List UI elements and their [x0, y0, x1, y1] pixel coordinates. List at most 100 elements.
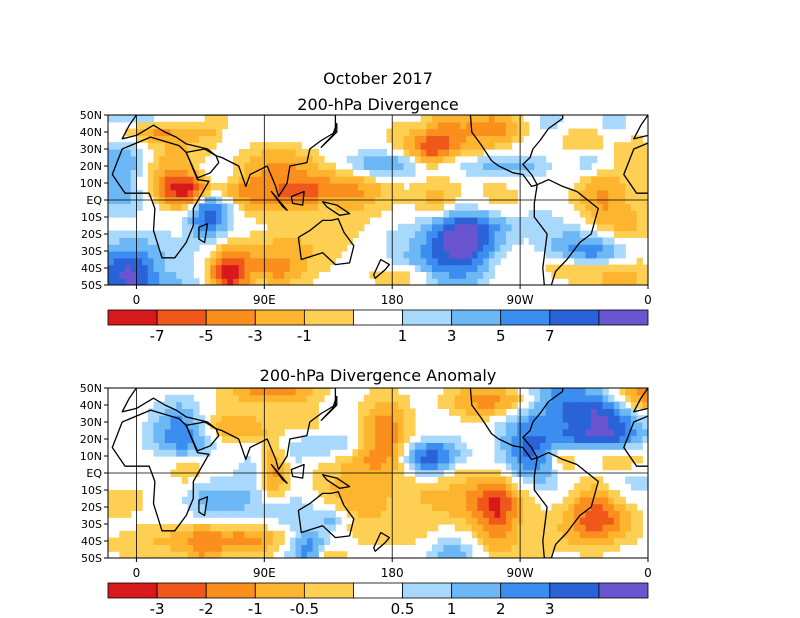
field-cell	[267, 551, 274, 558]
field-cell	[568, 496, 575, 505]
field-cell	[488, 257, 496, 266]
field-cell	[255, 176, 263, 184]
field-cell	[471, 476, 479, 484]
field-cell	[227, 496, 234, 505]
field-cell	[545, 394, 552, 403]
field-cell	[147, 142, 155, 150]
field-cell	[454, 537, 462, 545]
field-cell	[267, 503, 274, 511]
field-cell	[619, 456, 626, 464]
field-cell	[233, 551, 240, 558]
field-cell	[619, 251, 626, 259]
field-cell	[596, 278, 604, 285]
field-cell	[130, 496, 138, 505]
field-cell	[210, 490, 217, 498]
field-cell	[119, 176, 126, 184]
field-cell	[562, 415, 570, 423]
field-cell	[477, 230, 484, 238]
field-cell	[534, 476, 541, 484]
field-cell	[193, 217, 200, 225]
field-cell	[170, 237, 177, 245]
field-cell	[306, 551, 314, 558]
field-cell	[460, 490, 467, 498]
field-cell	[500, 183, 507, 191]
field-cell	[187, 449, 194, 457]
field-cell	[380, 415, 388, 423]
field-cell	[545, 401, 552, 409]
field-cell	[227, 257, 234, 266]
field-cell	[221, 415, 228, 423]
field-cell	[369, 155, 376, 164]
field-cell	[312, 415, 319, 423]
field-cell	[545, 237, 552, 245]
field-cell	[574, 422, 581, 430]
field-cell	[437, 115, 444, 123]
field-cell	[289, 217, 297, 225]
field-cell	[346, 462, 354, 471]
field-cell	[198, 483, 206, 491]
field-cell	[414, 189, 422, 198]
field-cell	[483, 544, 490, 552]
field-cell	[534, 537, 541, 545]
field-cell	[613, 169, 621, 177]
field-cell	[187, 189, 194, 198]
field-cell	[210, 142, 217, 150]
field-cell	[153, 442, 160, 450]
field-cell	[147, 244, 155, 252]
field-cell	[363, 449, 371, 457]
field-cell	[352, 510, 359, 518]
field-cell	[221, 483, 228, 491]
field-cell	[272, 422, 280, 430]
field-cell	[642, 183, 648, 191]
field-cell	[613, 537, 621, 545]
field-cell	[630, 230, 638, 238]
field-cell	[454, 210, 462, 218]
field-cell	[540, 524, 547, 532]
field-cell	[466, 230, 473, 238]
field-cell	[494, 510, 501, 518]
field-cell	[460, 456, 467, 464]
field-cell	[432, 183, 439, 191]
lon-tick-label: 0	[133, 293, 141, 307]
field-cell	[432, 264, 439, 272]
field-cell	[619, 210, 626, 218]
field-cell	[585, 428, 592, 437]
field-cell	[227, 483, 234, 491]
field-cell	[426, 121, 433, 130]
field-cell	[443, 388, 450, 396]
field-cell	[130, 183, 138, 191]
field-cell	[602, 244, 609, 252]
field-cell	[130, 530, 138, 539]
field-cell	[454, 203, 462, 211]
field-cell	[187, 183, 194, 191]
field-cell	[613, 278, 621, 285]
field-cell	[460, 162, 467, 170]
field-cell	[244, 524, 251, 532]
field-cell	[113, 210, 120, 218]
field-cell	[426, 223, 433, 232]
field-cell	[500, 142, 507, 150]
field-cell	[488, 115, 496, 123]
field-cell	[403, 517, 410, 525]
field-cell	[437, 483, 444, 491]
field-cell	[130, 203, 138, 211]
field-cell	[238, 257, 246, 266]
field-cell	[363, 462, 371, 471]
field-cell	[528, 408, 535, 416]
field-cell	[119, 496, 126, 505]
field-cell	[216, 408, 223, 416]
field-cell	[227, 264, 234, 272]
field-cell	[500, 510, 507, 518]
field-cell	[454, 496, 462, 505]
field-cell	[449, 223, 456, 232]
field-cell	[528, 496, 535, 505]
field-cell	[574, 435, 581, 443]
field-cell	[216, 476, 223, 484]
field-cell	[119, 544, 126, 552]
field-cell	[511, 456, 518, 464]
field-cell	[352, 183, 359, 191]
field-cell	[522, 530, 530, 539]
field-cell	[477, 149, 484, 157]
field-cell	[426, 524, 433, 532]
field-cell	[545, 217, 552, 225]
